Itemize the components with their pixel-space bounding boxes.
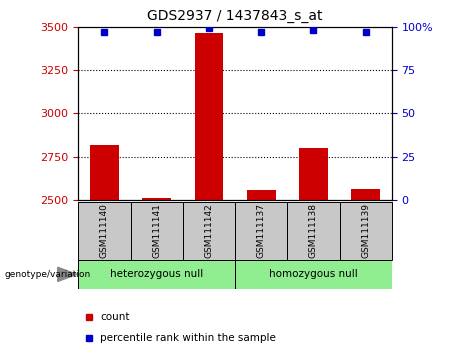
Polygon shape	[58, 267, 77, 281]
Text: heterozygous null: heterozygous null	[110, 269, 203, 279]
Title: GDS2937 / 1437843_s_at: GDS2937 / 1437843_s_at	[148, 9, 323, 23]
Text: genotype/variation: genotype/variation	[5, 270, 91, 279]
Bar	[299, 148, 328, 200]
Bar	[235, 260, 392, 289]
Text: percentile rank within the sample: percentile rank within the sample	[100, 332, 276, 343]
Bar	[287, 202, 340, 260]
Text: GSM111140: GSM111140	[100, 204, 109, 258]
Bar	[351, 189, 380, 200]
Bar	[235, 202, 287, 260]
Bar	[183, 202, 235, 260]
Text: GSM111138: GSM111138	[309, 204, 318, 258]
Text: GSM111141: GSM111141	[152, 204, 161, 258]
Text: GSM111139: GSM111139	[361, 204, 370, 258]
Bar	[247, 190, 276, 200]
Bar	[90, 144, 119, 200]
Bar	[340, 202, 392, 260]
Text: GSM111142: GSM111142	[205, 204, 213, 258]
Bar	[78, 202, 130, 260]
Text: GSM111137: GSM111137	[257, 204, 266, 258]
Text: count: count	[100, 312, 130, 322]
Bar	[130, 202, 183, 260]
Bar	[195, 34, 224, 200]
Text: homozygous null: homozygous null	[269, 269, 358, 279]
Bar	[78, 260, 235, 289]
Bar	[142, 198, 171, 200]
